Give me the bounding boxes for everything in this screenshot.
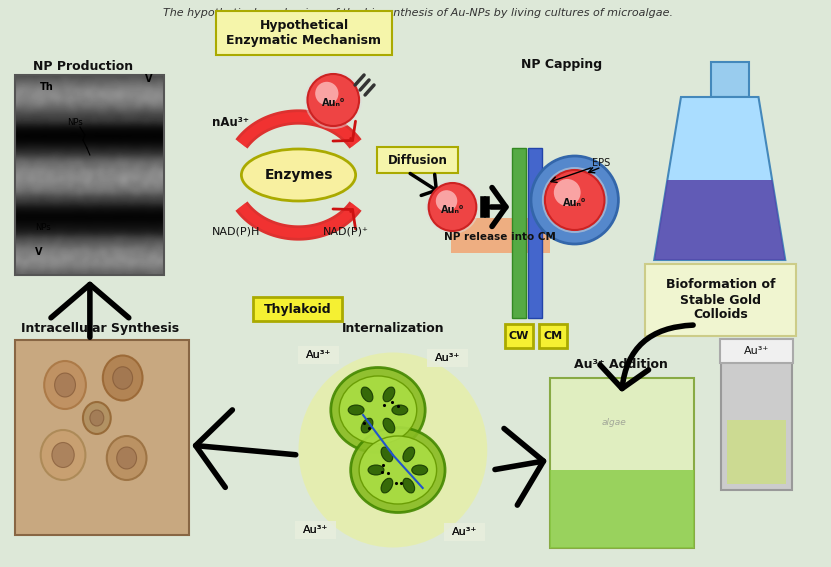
Circle shape bbox=[304, 71, 362, 129]
Text: Auₙ⁰: Auₙ⁰ bbox=[441, 205, 465, 215]
Ellipse shape bbox=[106, 436, 146, 480]
Circle shape bbox=[315, 82, 338, 105]
Ellipse shape bbox=[241, 149, 356, 201]
Text: Au³⁺: Au³⁺ bbox=[435, 353, 460, 363]
FancyBboxPatch shape bbox=[720, 339, 794, 363]
Ellipse shape bbox=[113, 367, 133, 390]
Ellipse shape bbox=[339, 376, 416, 444]
Bar bbox=[550, 378, 694, 548]
Ellipse shape bbox=[381, 478, 393, 493]
Text: NAD(P)H: NAD(P)H bbox=[212, 227, 260, 237]
Ellipse shape bbox=[44, 361, 86, 409]
Text: NPs: NPs bbox=[67, 118, 83, 127]
Ellipse shape bbox=[368, 465, 384, 475]
Text: NP Capping: NP Capping bbox=[521, 58, 602, 71]
Ellipse shape bbox=[392, 405, 408, 415]
Text: Au³⁺: Au³⁺ bbox=[744, 346, 770, 356]
Ellipse shape bbox=[351, 428, 445, 513]
FancyBboxPatch shape bbox=[444, 523, 485, 541]
Ellipse shape bbox=[90, 410, 104, 426]
Ellipse shape bbox=[383, 418, 395, 433]
Ellipse shape bbox=[403, 447, 415, 462]
Ellipse shape bbox=[55, 373, 76, 397]
Circle shape bbox=[425, 180, 479, 234]
Ellipse shape bbox=[383, 387, 395, 402]
Ellipse shape bbox=[412, 465, 428, 475]
Bar bbox=[711, 62, 749, 97]
Text: algae: algae bbox=[602, 418, 627, 427]
Text: Th: Th bbox=[40, 82, 54, 92]
Circle shape bbox=[553, 179, 581, 206]
Text: V: V bbox=[145, 74, 152, 84]
Text: Au³⁺: Au³⁺ bbox=[302, 525, 328, 535]
FancyBboxPatch shape bbox=[426, 349, 469, 367]
Text: Hypothetical
Enzymatic Mechanism: Hypothetical Enzymatic Mechanism bbox=[227, 19, 381, 47]
Ellipse shape bbox=[41, 430, 86, 480]
Text: NP release into CM: NP release into CM bbox=[445, 232, 556, 242]
Ellipse shape bbox=[103, 356, 143, 400]
Bar bbox=[550, 470, 694, 548]
Text: Au³⁺: Au³⁺ bbox=[452, 527, 477, 537]
Text: The hypothetical mechanism of the biosynthesis of Au-NPs by living cultures of m: The hypothetical mechanism of the biosyn… bbox=[163, 8, 673, 18]
Text: Au³⁺: Au³⁺ bbox=[306, 350, 331, 360]
Text: Internalization: Internalization bbox=[342, 322, 445, 335]
Polygon shape bbox=[654, 180, 785, 260]
Ellipse shape bbox=[298, 353, 487, 548]
Text: Auₙ⁰: Auₙ⁰ bbox=[563, 198, 587, 208]
Text: CW: CW bbox=[509, 331, 529, 341]
Bar bbox=[15, 75, 165, 275]
Text: Diffusion: Diffusion bbox=[388, 154, 448, 167]
Circle shape bbox=[531, 156, 618, 244]
FancyBboxPatch shape bbox=[505, 324, 533, 348]
Bar bbox=[450, 218, 550, 253]
Ellipse shape bbox=[331, 367, 425, 452]
Text: EPS: EPS bbox=[593, 158, 611, 168]
Text: nAu³⁺: nAu³⁺ bbox=[212, 116, 249, 129]
Text: CM: CM bbox=[543, 331, 563, 341]
Text: Enzymes: Enzymes bbox=[264, 168, 332, 182]
Text: Intracellular Synthesis: Intracellular Synthesis bbox=[21, 322, 179, 335]
Text: Au³⁺: Au³⁺ bbox=[452, 527, 477, 537]
Bar bbox=[726, 420, 786, 484]
Text: V: V bbox=[35, 247, 42, 257]
Ellipse shape bbox=[361, 418, 373, 433]
Ellipse shape bbox=[359, 436, 436, 504]
Circle shape bbox=[542, 167, 607, 233]
Ellipse shape bbox=[83, 402, 111, 434]
Text: NP Production: NP Production bbox=[33, 60, 133, 73]
Ellipse shape bbox=[381, 447, 393, 462]
FancyBboxPatch shape bbox=[645, 264, 796, 336]
Circle shape bbox=[429, 183, 476, 231]
Text: Au³⁺ Addition: Au³⁺ Addition bbox=[574, 358, 668, 371]
FancyBboxPatch shape bbox=[297, 346, 339, 364]
Ellipse shape bbox=[403, 478, 415, 493]
FancyBboxPatch shape bbox=[377, 147, 459, 173]
Text: Au³⁺: Au³⁺ bbox=[306, 350, 331, 360]
Polygon shape bbox=[654, 97, 785, 260]
Bar bbox=[512, 148, 526, 318]
Circle shape bbox=[435, 190, 457, 212]
FancyBboxPatch shape bbox=[253, 297, 342, 321]
Text: Au³⁺: Au³⁺ bbox=[302, 525, 328, 535]
Ellipse shape bbox=[52, 442, 74, 468]
Bar bbox=[720, 340, 792, 490]
Ellipse shape bbox=[116, 447, 136, 469]
Text: Bioformation of
Stable Gold
Colloids: Bioformation of Stable Gold Colloids bbox=[666, 278, 775, 321]
Text: NPs: NPs bbox=[35, 223, 51, 232]
Circle shape bbox=[307, 74, 359, 126]
Bar bbox=[528, 148, 542, 318]
Text: Thylakoid: Thylakoid bbox=[263, 303, 332, 315]
FancyBboxPatch shape bbox=[294, 521, 337, 539]
Text: Au³⁺: Au³⁺ bbox=[435, 353, 460, 363]
Circle shape bbox=[545, 170, 604, 230]
FancyBboxPatch shape bbox=[539, 324, 567, 348]
Ellipse shape bbox=[348, 405, 364, 415]
Bar bbox=[15, 340, 189, 535]
Text: NAD(P)⁺: NAD(P)⁺ bbox=[323, 227, 369, 237]
FancyBboxPatch shape bbox=[216, 11, 392, 55]
Ellipse shape bbox=[361, 387, 373, 402]
Text: Auₙ⁰: Auₙ⁰ bbox=[322, 98, 345, 108]
